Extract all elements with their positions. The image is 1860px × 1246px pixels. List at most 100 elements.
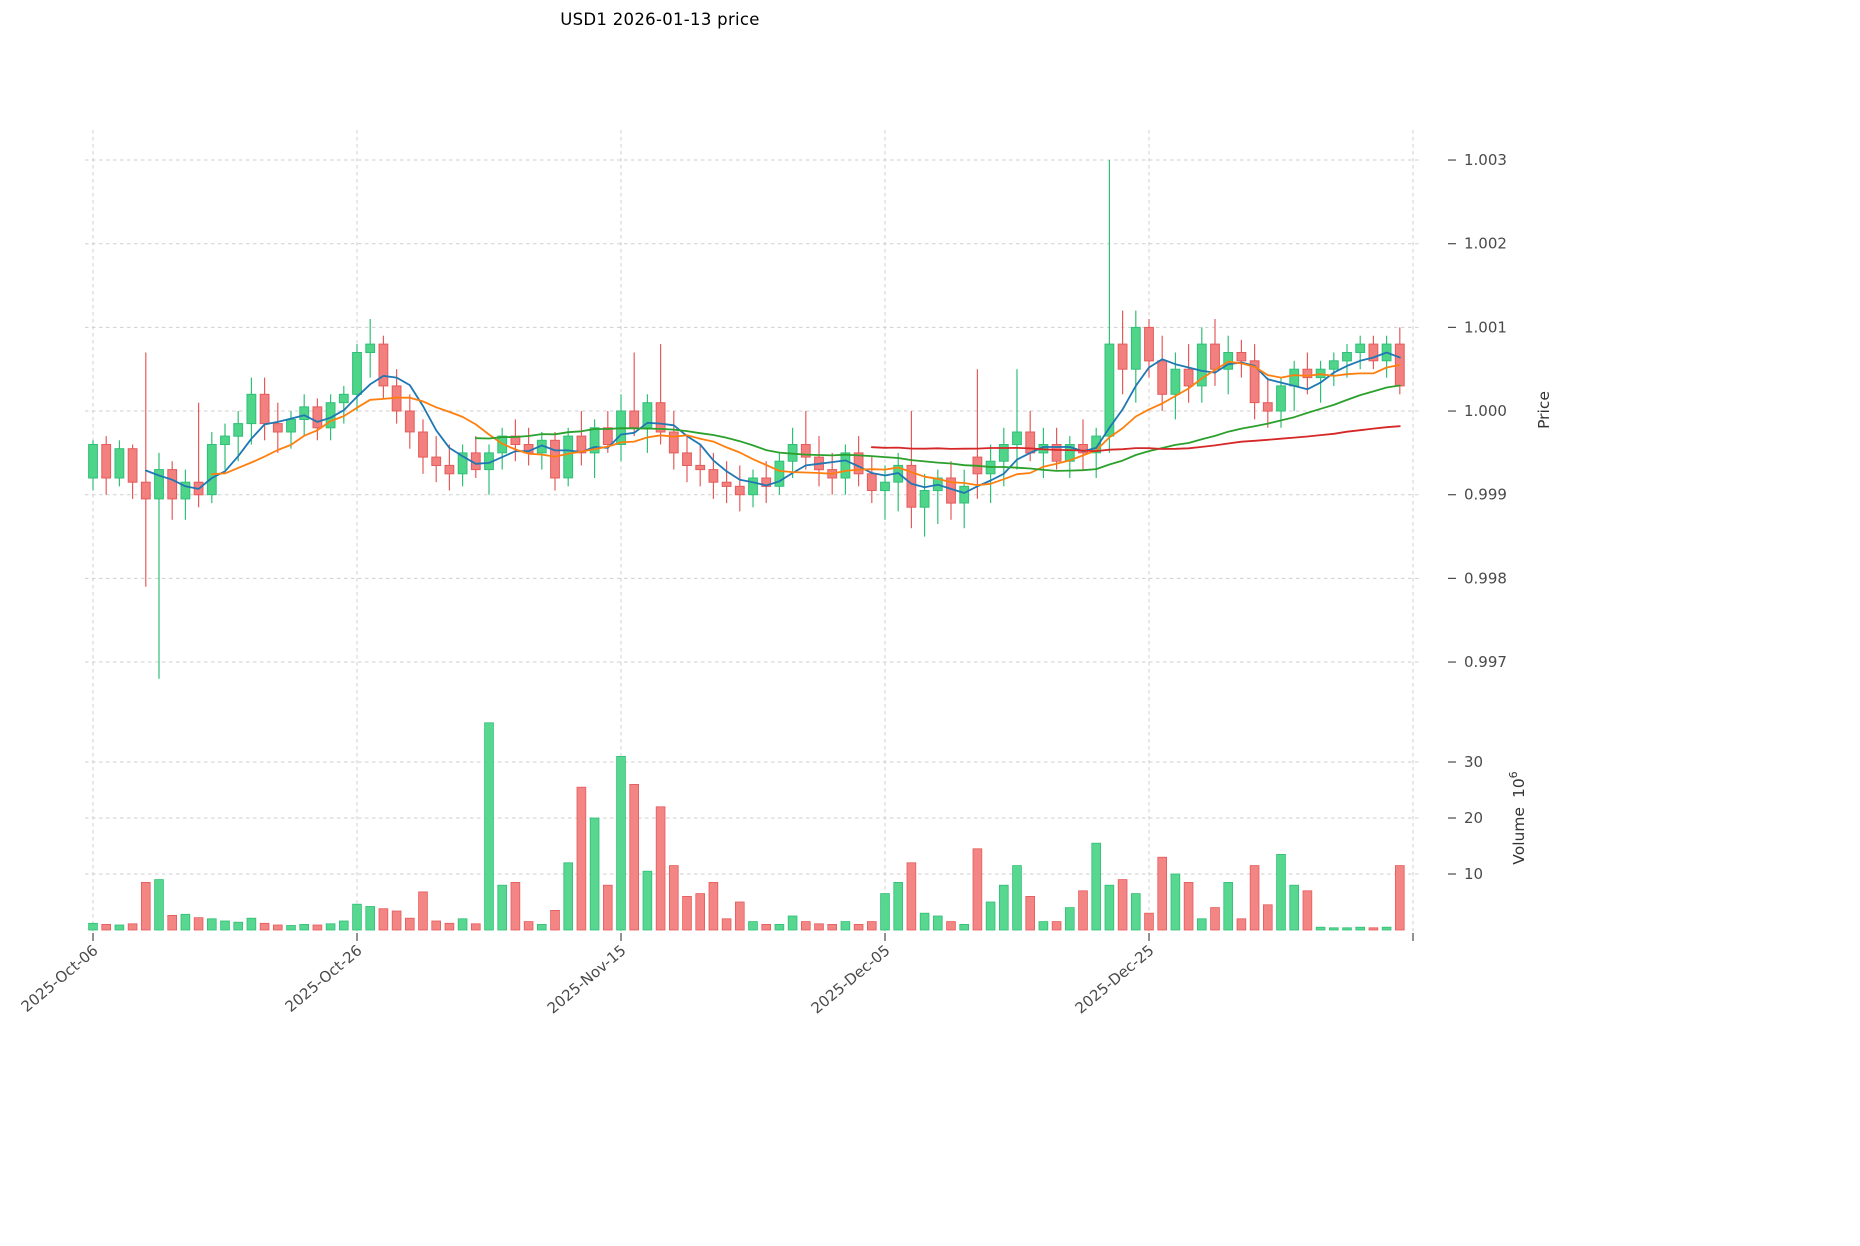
candle-body — [1342, 352, 1352, 362]
volume-bar — [1038, 921, 1049, 931]
volume-bar — [1342, 927, 1352, 931]
volume-bar — [880, 893, 890, 931]
volume-bar — [840, 921, 851, 931]
candle-body — [629, 410, 640, 429]
volume-bar — [1170, 873, 1181, 931]
volume-bar — [510, 882, 521, 931]
volume-bar — [801, 921, 811, 931]
x-tick-label: 2025-Nov-15 — [544, 941, 630, 1017]
candle-body — [1091, 435, 1102, 454]
volume-bar — [1289, 884, 1300, 931]
volume-bar — [1381, 926, 1392, 931]
candle-body — [180, 481, 191, 500]
volume-bar — [391, 910, 402, 931]
candle-body — [154, 469, 164, 500]
volume-bar — [946, 921, 956, 931]
volume-bar — [378, 908, 389, 931]
price-axis-title: Price — [1535, 391, 1553, 429]
volume-bar — [1276, 854, 1286, 931]
volume-bar — [1263, 904, 1273, 931]
volume-axis-title: Volume 106 — [1507, 771, 1528, 864]
volume-bar — [893, 882, 903, 931]
volume-bar — [1012, 865, 1022, 931]
candle-body — [589, 427, 600, 454]
volume-bar — [193, 917, 204, 931]
volume-tick-label: 10 — [1464, 865, 1483, 883]
candle-body — [734, 485, 745, 496]
candle-body — [1249, 360, 1260, 404]
volume-axis-unit-exponent: 6 — [1507, 771, 1520, 778]
candle-body — [748, 477, 758, 496]
candle-body — [1117, 343, 1128, 370]
volume-bar — [1078, 890, 1088, 931]
candles-layer — [88, 160, 1405, 679]
grid-layer — [85, 130, 1420, 933]
moving-averages-layer — [144, 351, 1401, 494]
volume-bar — [154, 879, 164, 931]
price-tick-label: 0.997 — [1464, 653, 1507, 671]
volume-bar — [721, 918, 732, 931]
price-tick-label: 0.999 — [1464, 486, 1507, 504]
volume-bar — [299, 924, 309, 931]
candle-body — [1170, 368, 1181, 395]
candle-body — [444, 464, 455, 475]
candle-body — [418, 431, 428, 458]
candle-body — [1355, 343, 1366, 354]
volume-bar — [748, 921, 758, 931]
volume-bar — [827, 924, 837, 931]
volume-bar — [338, 920, 349, 931]
candle-body — [655, 402, 666, 433]
volume-bar — [114, 924, 125, 931]
volume-bar — [919, 912, 930, 931]
candle-body — [1289, 368, 1300, 387]
candle-body — [140, 481, 151, 500]
volume-bar — [708, 882, 719, 931]
candle-body — [1078, 444, 1088, 454]
volume-bar — [1183, 882, 1194, 931]
volume-bar — [1131, 893, 1141, 931]
candle-body — [959, 485, 970, 504]
volume-bar — [550, 910, 560, 931]
candle-body — [365, 343, 376, 354]
candle-body — [431, 456, 442, 467]
candle-body — [1302, 368, 1313, 379]
volume-bar — [814, 923, 824, 931]
volume-bar — [642, 870, 653, 931]
volume-bar — [1144, 912, 1154, 931]
candle-body — [338, 393, 349, 404]
candle-body — [233, 423, 244, 437]
candle-body — [259, 393, 270, 425]
volume-bar — [1395, 865, 1405, 931]
candle-body — [114, 448, 125, 479]
volume-bar — [1355, 926, 1366, 931]
candle-body — [206, 444, 217, 496]
volume-bar — [655, 806, 666, 931]
candle-body — [286, 418, 296, 433]
volume-bar — [404, 917, 415, 931]
volume-bar — [140, 882, 151, 931]
volume-bar — [431, 920, 441, 931]
volume-bar — [616, 756, 626, 931]
candle-body — [404, 410, 415, 433]
volume-bar — [127, 923, 138, 931]
volume-bar — [682, 896, 692, 931]
ma-line-ma5 — [144, 351, 1401, 494]
volume-bar — [365, 906, 375, 931]
candle-body — [1183, 368, 1194, 387]
candle-body — [101, 444, 112, 479]
volume-bar — [444, 922, 455, 931]
ma-line-ma60 — [870, 425, 1401, 452]
candle-body — [602, 427, 613, 445]
candle-body — [1025, 431, 1036, 454]
candle-body — [668, 431, 679, 454]
candle-body — [167, 469, 178, 500]
candle-body — [1012, 431, 1022, 446]
candle-body — [695, 464, 706, 471]
candle-body — [880, 481, 890, 492]
volume-axis-title-word: Volume — [1510, 807, 1528, 865]
candle-body — [550, 439, 560, 479]
volume-bar — [1051, 921, 1062, 931]
candle-body — [866, 473, 877, 491]
